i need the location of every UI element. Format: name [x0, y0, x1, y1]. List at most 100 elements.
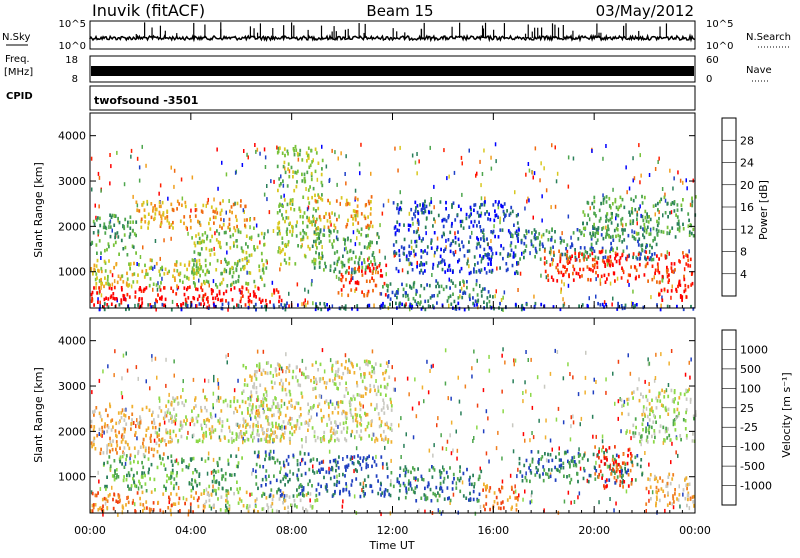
power-cell [124, 218, 126, 222]
power-cell [240, 268, 242, 272]
velocity-cell [143, 453, 145, 457]
power-cell [96, 252, 98, 256]
velocity-cell [325, 386, 327, 390]
power-cell [270, 179, 272, 183]
power-cell [490, 263, 492, 267]
power-cell [152, 206, 154, 210]
power-cell [253, 290, 255, 294]
velocity-cell [205, 500, 207, 504]
velocity-cell [349, 400, 351, 404]
power-cell [345, 247, 347, 251]
velocity-cell [146, 406, 148, 410]
velocity-cell [257, 421, 259, 425]
power-cell [579, 259, 581, 263]
power-cell [477, 242, 479, 246]
velocity-cell [207, 472, 209, 476]
velocity-cell [486, 486, 488, 490]
velocity-cell [252, 468, 254, 472]
power-cell [543, 233, 545, 237]
power-cell [334, 150, 336, 154]
power-cell [578, 252, 580, 256]
power-cell [306, 159, 308, 163]
velocity-cell [297, 419, 299, 423]
velocity-cell [404, 474, 406, 478]
power-cell [321, 193, 323, 197]
power-cell [172, 275, 174, 279]
power-cell [540, 161, 542, 165]
power-cell [149, 267, 151, 271]
power-cell [396, 290, 398, 294]
power-cell [683, 275, 685, 279]
power-cell [602, 157, 604, 161]
power-cell [568, 155, 570, 159]
power-cell [449, 268, 451, 272]
power-cell [338, 291, 340, 295]
velocity-cell [119, 460, 121, 464]
velocity-cell [315, 361, 317, 365]
power-cell [297, 282, 299, 286]
velocity-cell [166, 474, 168, 478]
power-cell [509, 213, 511, 217]
power-cell [163, 272, 165, 276]
power-cell [291, 225, 293, 229]
power-cell [99, 301, 101, 305]
velocity-cell [135, 431, 137, 435]
power-cell [518, 228, 520, 232]
power-cell [114, 236, 116, 240]
power-cell [140, 226, 142, 230]
power-cell [99, 290, 101, 294]
velocity-cell [328, 414, 330, 418]
velocity-cell [243, 421, 245, 425]
velocity-cell [335, 421, 337, 425]
power-cell [387, 289, 389, 293]
velocity-cell [231, 474, 233, 478]
power-cell [553, 251, 555, 255]
power-cell [578, 272, 580, 276]
power-cell [152, 288, 154, 292]
power-cell [639, 257, 641, 261]
velocity-cell [359, 456, 361, 460]
velocity-cell [446, 471, 448, 475]
power-cell [510, 244, 512, 248]
power-cell [107, 278, 109, 282]
power-cell [246, 218, 248, 222]
velocity-cell [158, 397, 160, 401]
velocity-cell [448, 396, 450, 400]
power-cell [380, 269, 382, 273]
velocity-cell [261, 428, 263, 432]
power-cell [482, 172, 484, 176]
power-cell [295, 145, 297, 149]
power-cell [134, 295, 136, 299]
power-cell [642, 233, 644, 237]
velocity-cell [312, 426, 314, 430]
power-cell [299, 153, 301, 157]
velocity-cell [269, 423, 271, 427]
velocity-cell [273, 438, 275, 442]
power-cell [416, 290, 418, 294]
velocity-cell [459, 400, 461, 404]
power-cell [430, 146, 432, 150]
velocity-cell [376, 463, 378, 467]
power-cell [669, 169, 671, 173]
velocity-cell [266, 394, 268, 398]
nsky-tick-top: 10^5 [59, 19, 86, 30]
power-cell [184, 286, 186, 290]
power-cell [91, 297, 93, 301]
velocity-cell [497, 431, 499, 435]
power-cell [583, 234, 585, 238]
power-cell [655, 167, 657, 171]
velocity-cell [289, 390, 291, 394]
power-cell [348, 271, 350, 275]
power-cell [214, 210, 216, 214]
power-cell [304, 177, 306, 181]
power-cell [448, 296, 450, 300]
power-cell [256, 224, 258, 228]
velocity-cell [311, 484, 313, 488]
velocity-cell [489, 489, 491, 493]
velocity-cell [689, 376, 691, 380]
velocity-cell [601, 448, 603, 452]
velocity-cell [193, 457, 195, 461]
power-cell [168, 270, 170, 274]
power-cell [316, 151, 318, 155]
power-cell [310, 149, 312, 153]
